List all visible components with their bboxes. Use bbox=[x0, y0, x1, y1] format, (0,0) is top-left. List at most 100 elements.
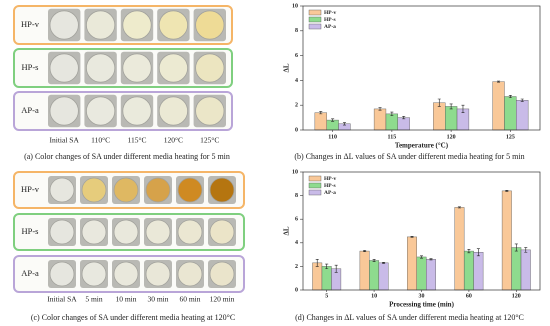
error-bar bbox=[520, 98, 524, 102]
error-bar bbox=[420, 255, 423, 259]
well bbox=[158, 53, 188, 83]
legend-label: AP-a bbox=[324, 190, 336, 196]
column-label: 110°C bbox=[91, 136, 110, 145]
bar bbox=[407, 236, 417, 291]
bar bbox=[445, 106, 458, 131]
well bbox=[86, 10, 116, 40]
well bbox=[49, 177, 75, 203]
error-bar bbox=[382, 261, 386, 264]
column-label: 10 min bbox=[115, 295, 136, 304]
bar bbox=[520, 249, 531, 291]
column-label: 115°C bbox=[128, 136, 147, 145]
well bbox=[195, 53, 225, 83]
column-label: 120 min bbox=[210, 295, 235, 304]
row-label: HP-s bbox=[21, 226, 38, 236]
well bbox=[195, 96, 225, 126]
panel-caption: (a) Color changes of SA under different … bbox=[24, 152, 230, 161]
bar bbox=[416, 256, 427, 291]
error-bar bbox=[457, 206, 461, 209]
x-tick-label: 115 bbox=[388, 134, 397, 140]
row-label: HP-s bbox=[21, 62, 38, 72]
plot-frame bbox=[302, 5, 541, 131]
column-label: 125°C bbox=[200, 136, 219, 145]
row-label: AP-a bbox=[21, 268, 39, 278]
row-label: HP-v bbox=[21, 184, 40, 194]
well bbox=[145, 261, 171, 287]
well bbox=[145, 177, 171, 203]
column-label: 5 min bbox=[85, 295, 103, 304]
y-axis-label: ΔL bbox=[283, 63, 291, 72]
legend-label: AP-a bbox=[324, 24, 336, 30]
legend-swatch bbox=[308, 9, 322, 16]
well bbox=[145, 219, 171, 245]
well bbox=[209, 177, 235, 203]
y-tick-label: 2 bbox=[295, 264, 298, 270]
error-bar bbox=[378, 107, 382, 111]
error-bar bbox=[476, 248, 480, 257]
bar bbox=[378, 262, 389, 291]
well bbox=[113, 219, 139, 245]
x-axis-label: Temperature (°C) bbox=[395, 142, 449, 150]
legend-swatch bbox=[308, 189, 322, 196]
error-bar bbox=[334, 264, 338, 273]
x-tick-label: 120 bbox=[512, 293, 521, 299]
well bbox=[81, 219, 107, 245]
well bbox=[195, 10, 225, 40]
x-tick-label: 30 bbox=[419, 293, 425, 299]
error-bar bbox=[429, 258, 433, 261]
well bbox=[177, 261, 203, 287]
well bbox=[86, 53, 116, 83]
legend-label: HP-s bbox=[324, 183, 336, 189]
error-bar bbox=[514, 243, 518, 252]
well bbox=[49, 10, 79, 40]
panel-caption: (c) Color changes of SA under different … bbox=[31, 313, 235, 322]
y-tick-label: 4 bbox=[295, 240, 298, 246]
x-tick-label: 60 bbox=[466, 293, 472, 299]
error-bar bbox=[449, 103, 453, 110]
error-bar bbox=[319, 111, 323, 115]
well bbox=[49, 219, 75, 245]
well bbox=[158, 96, 188, 126]
y-tick-label: 0 bbox=[295, 127, 298, 133]
well bbox=[49, 53, 79, 83]
column-label: Initial SA bbox=[50, 136, 80, 145]
y-tick-label: 6 bbox=[295, 217, 298, 223]
y-tick-label: 2 bbox=[295, 103, 298, 109]
column-label: 30 min bbox=[147, 295, 168, 304]
bar bbox=[473, 252, 484, 291]
x-tick-label: 10 bbox=[371, 293, 377, 299]
well bbox=[177, 177, 203, 203]
well bbox=[81, 261, 107, 287]
error-bar bbox=[325, 263, 329, 270]
error-bar bbox=[363, 250, 367, 252]
error-bar bbox=[390, 111, 394, 117]
bar bbox=[314, 112, 327, 131]
bar bbox=[359, 250, 370, 291]
row-label: AP-a bbox=[21, 105, 39, 115]
well bbox=[209, 261, 235, 287]
row-label: HP-v bbox=[21, 19, 40, 29]
well bbox=[122, 96, 152, 126]
well bbox=[122, 53, 152, 83]
error-bar bbox=[467, 248, 471, 254]
well bbox=[81, 177, 107, 203]
error-bar bbox=[331, 118, 335, 122]
bar bbox=[501, 190, 512, 291]
error-bar bbox=[508, 94, 512, 99]
y-tick-label: 10 bbox=[292, 169, 298, 175]
well bbox=[158, 10, 188, 40]
error-bar bbox=[402, 116, 406, 120]
y-axis-label: ΔL bbox=[283, 226, 291, 235]
error-bar bbox=[372, 259, 376, 262]
well bbox=[86, 96, 116, 126]
bar bbox=[504, 96, 517, 131]
bar bbox=[385, 113, 399, 131]
bar bbox=[433, 102, 446, 131]
well bbox=[209, 219, 235, 245]
y-tick-label: 8 bbox=[295, 193, 298, 199]
plot-frame bbox=[302, 171, 541, 291]
error-bar bbox=[505, 189, 509, 192]
well bbox=[113, 177, 139, 203]
bar bbox=[397, 117, 410, 131]
